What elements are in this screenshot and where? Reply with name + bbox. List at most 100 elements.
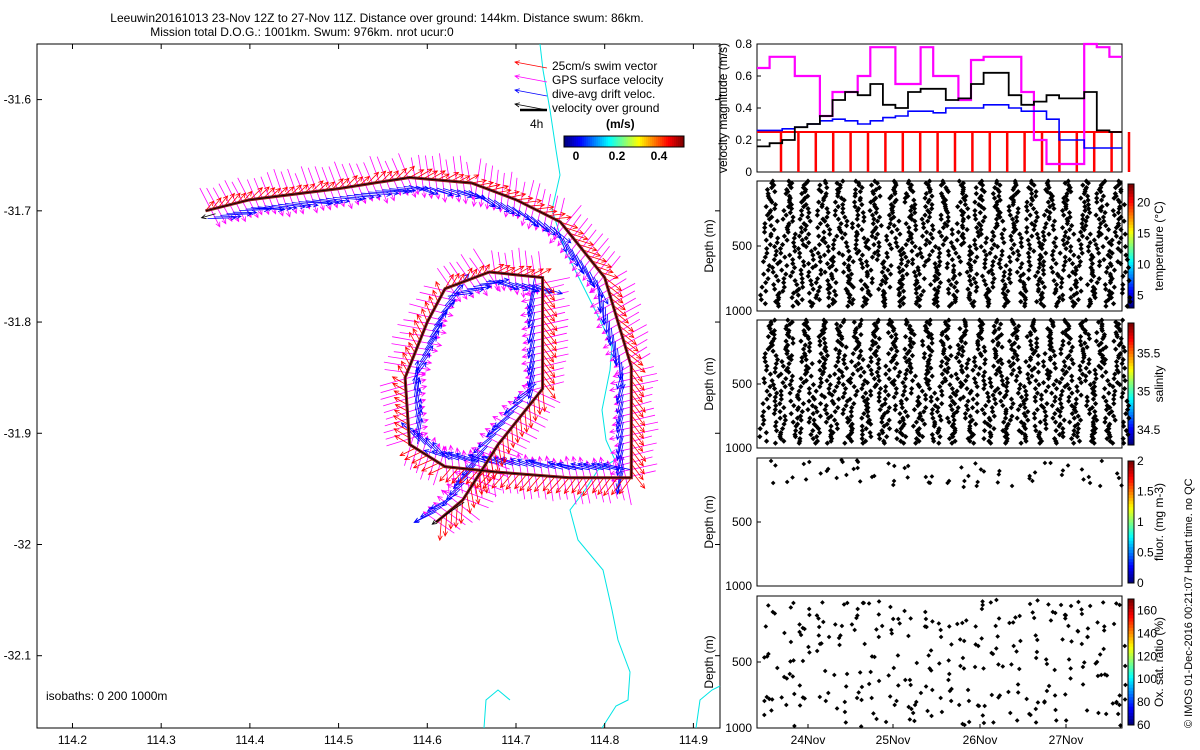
data-point: ◆ bbox=[850, 622, 855, 628]
colorbar-cell bbox=[624, 136, 627, 147]
data-point: ◆ bbox=[821, 229, 827, 236]
data-point: ◆ bbox=[1086, 475, 1091, 481]
data-point: ◆ bbox=[788, 659, 793, 665]
data-point: ◆ bbox=[790, 256, 796, 263]
data-point: ◆ bbox=[775, 260, 781, 267]
colorbar-cell bbox=[584, 136, 587, 147]
drift-arrow bbox=[547, 461, 570, 471]
data-point: ◆ bbox=[809, 282, 815, 289]
swim-arrow bbox=[624, 345, 642, 360]
data-point: ◆ bbox=[1103, 303, 1109, 310]
colorbar-cell bbox=[634, 136, 637, 147]
data-point: ◆ bbox=[889, 246, 895, 253]
data-point: ◆ bbox=[800, 284, 806, 291]
data-point: ◆ bbox=[820, 216, 826, 223]
data-point: ◆ bbox=[801, 182, 807, 189]
gps-arrow bbox=[503, 171, 513, 218]
colorbar-cell bbox=[564, 136, 567, 147]
data-point: ◆ bbox=[1123, 664, 1128, 670]
colorbar-cell bbox=[1128, 684, 1134, 688]
data-point: ◆ bbox=[810, 252, 816, 259]
data-point: ◆ bbox=[776, 296, 782, 303]
drift-arrow bbox=[509, 458, 535, 468]
colorbar-cell bbox=[1128, 652, 1134, 657]
data-point: ◆ bbox=[946, 678, 951, 684]
data-point: ◆ bbox=[1088, 480, 1093, 486]
data-point: ◆ bbox=[1011, 620, 1016, 626]
data-point: ◆ bbox=[1053, 260, 1059, 267]
data-point: ◆ bbox=[938, 417, 944, 424]
data-point: ◆ bbox=[848, 282, 854, 289]
colorbar-cell bbox=[1128, 690, 1134, 694]
gps-arrow bbox=[524, 367, 564, 380]
data-point: ◆ bbox=[1046, 602, 1051, 608]
data-point: ◆ bbox=[773, 440, 779, 447]
data-point: ◆ bbox=[847, 294, 853, 301]
data-point: ◆ bbox=[995, 634, 1000, 640]
colorbar-cell bbox=[670, 136, 673, 147]
data-point: ◆ bbox=[1118, 723, 1123, 729]
swim-arrow bbox=[630, 428, 645, 447]
data-point: ◆ bbox=[806, 239, 812, 246]
gps-arrow bbox=[564, 455, 577, 505]
colorbar-cell bbox=[1128, 573, 1134, 578]
data-point: ◆ bbox=[829, 392, 835, 399]
data-point: ◆ bbox=[868, 434, 874, 441]
data-point: ◆ bbox=[806, 645, 811, 651]
data-point: ◆ bbox=[1079, 641, 1084, 647]
colorbar-cell bbox=[1128, 218, 1134, 222]
data-point: ◆ bbox=[1087, 336, 1093, 343]
data-point: ◆ bbox=[1122, 365, 1128, 372]
y-tick-label: -31.6 bbox=[4, 93, 32, 107]
swim-arrow bbox=[630, 401, 644, 418]
data-point: ◆ bbox=[958, 258, 964, 265]
data-point: ◆ bbox=[982, 361, 988, 368]
swim-arrow bbox=[515, 265, 533, 276]
data-point: ◆ bbox=[763, 288, 769, 295]
colorbar-axis-label: salinity bbox=[1152, 366, 1166, 403]
swim-arrow bbox=[414, 319, 423, 335]
legend-arrow-2 bbox=[514, 88, 548, 97]
data-point: ◆ bbox=[892, 478, 897, 484]
gps-arrow bbox=[328, 166, 345, 208]
data-point: ◆ bbox=[826, 467, 831, 473]
data-point: ◆ bbox=[774, 248, 780, 255]
drift-arrow bbox=[487, 416, 510, 436]
data-point: ◆ bbox=[816, 250, 822, 257]
data-point: ◆ bbox=[877, 599, 882, 605]
data-point: ◆ bbox=[1009, 404, 1015, 411]
data-point: ◆ bbox=[762, 220, 768, 227]
colorbar-cell bbox=[1128, 497, 1134, 502]
velocity-panel: 0 0.2 0.4 0.6 0.8 velocity magnitude (m/s) bbox=[716, 37, 1131, 179]
data-point: ◆ bbox=[924, 475, 929, 481]
data-point: ◆ bbox=[828, 284, 834, 291]
data-point: ◆ bbox=[861, 214, 867, 221]
data-point: ◆ bbox=[885, 409, 891, 416]
data-point: ◆ bbox=[770, 269, 776, 276]
swim-arrow bbox=[394, 435, 410, 445]
data-point: ◆ bbox=[799, 229, 805, 236]
data-point: ◆ bbox=[1016, 682, 1021, 688]
data-point: ◆ bbox=[1068, 666, 1073, 672]
data-point: ◆ bbox=[767, 263, 773, 270]
drift-arrow bbox=[515, 282, 541, 293]
data-point: ◆ bbox=[801, 263, 807, 270]
drift-arrow bbox=[422, 329, 440, 357]
drift-arrow bbox=[488, 279, 517, 290]
swim-arrow bbox=[586, 254, 608, 263]
drift-arrow bbox=[291, 202, 319, 208]
data-point: ◆ bbox=[1048, 460, 1053, 466]
colorbar-cell bbox=[1128, 387, 1134, 391]
drift-arrow bbox=[472, 433, 497, 454]
data-point: ◆ bbox=[858, 189, 864, 196]
colorbar-cell bbox=[1128, 390, 1134, 394]
data-point: ◆ bbox=[796, 301, 802, 308]
data-point: ◆ bbox=[1017, 666, 1022, 672]
data-point: ◆ bbox=[1051, 227, 1057, 234]
data-point: ◆ bbox=[768, 222, 774, 229]
swim-arrow bbox=[630, 414, 645, 434]
data-point: ◆ bbox=[1106, 227, 1112, 234]
depth-tick-label: 1000 bbox=[725, 579, 752, 593]
colorbar-cell bbox=[678, 136, 681, 147]
data-point: ◆ bbox=[802, 189, 808, 196]
